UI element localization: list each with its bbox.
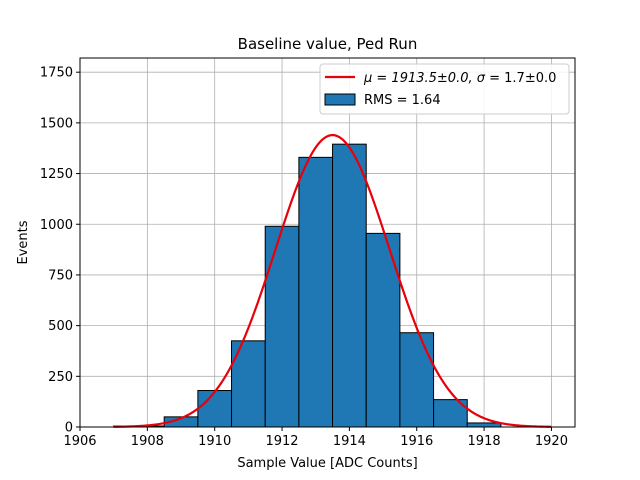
x-tick-label: 1910: [198, 434, 231, 449]
legend: μ = 1913.5±0.0, σ = 1.7±0.0 RMS = 1.64: [319, 63, 570, 115]
histogram-bar: [332, 143, 367, 428]
x-tick-label: 1912: [265, 434, 298, 449]
y-tick-label: 1000: [40, 218, 73, 233]
legend-hist-swatch: [324, 93, 356, 106]
plot-frame: [79, 57, 576, 428]
y-tick-label: 250: [48, 370, 73, 385]
legend-fit-label-prefix: μ = 1913.5±0.0,: [363, 71, 477, 86]
y-tick-label: 0: [65, 421, 73, 436]
histogram-bar: [197, 390, 233, 428]
fit-curve: [113, 133, 552, 428]
x-axis-label: Sample Value [ADC Counts]: [237, 456, 417, 471]
x-axis-ticks: 1906 1908 1910 1912 1914 1916 1918 1920: [63, 427, 568, 449]
y-axis-ticks: 0 250 500 750 1000 1250 1500 1750: [40, 66, 80, 436]
histogram-bars: [113, 143, 502, 428]
histogram-bar: [298, 156, 334, 428]
x-tick-label: 1916: [400, 434, 433, 449]
y-tick-label: 1500: [40, 116, 73, 131]
legend-fit-label-sigma: σ: [477, 71, 486, 86]
histogram-bar: [264, 225, 300, 428]
y-tick-label: 500: [48, 319, 73, 334]
x-tick-label: 1914: [333, 434, 366, 449]
legend-fit-label-suffix: = 1.7±0.0: [485, 71, 556, 86]
y-axis-label: Events: [16, 220, 31, 264]
x-tick-label: 1920: [535, 434, 568, 449]
x-tick-label: 1918: [468, 434, 501, 449]
legend-box: [319, 63, 570, 115]
y-tick-label: 750: [48, 268, 73, 283]
y-tick-label: 1750: [40, 66, 73, 81]
y-tick-label: 1250: [40, 167, 73, 182]
histogram-bar: [399, 332, 435, 428]
gaussian-fit: [113, 133, 552, 428]
x-tick-label: 1906: [63, 434, 96, 449]
x-tick-label: 1908: [131, 434, 164, 449]
legend-fit-label: μ = 1913.5±0.0, σ = 1.7±0.0: [363, 71, 556, 86]
histogram-bar: [466, 422, 502, 428]
chart-title: Baseline value, Ped Run: [238, 35, 418, 53]
legend-hist-label: RMS = 1.64: [364, 93, 441, 108]
